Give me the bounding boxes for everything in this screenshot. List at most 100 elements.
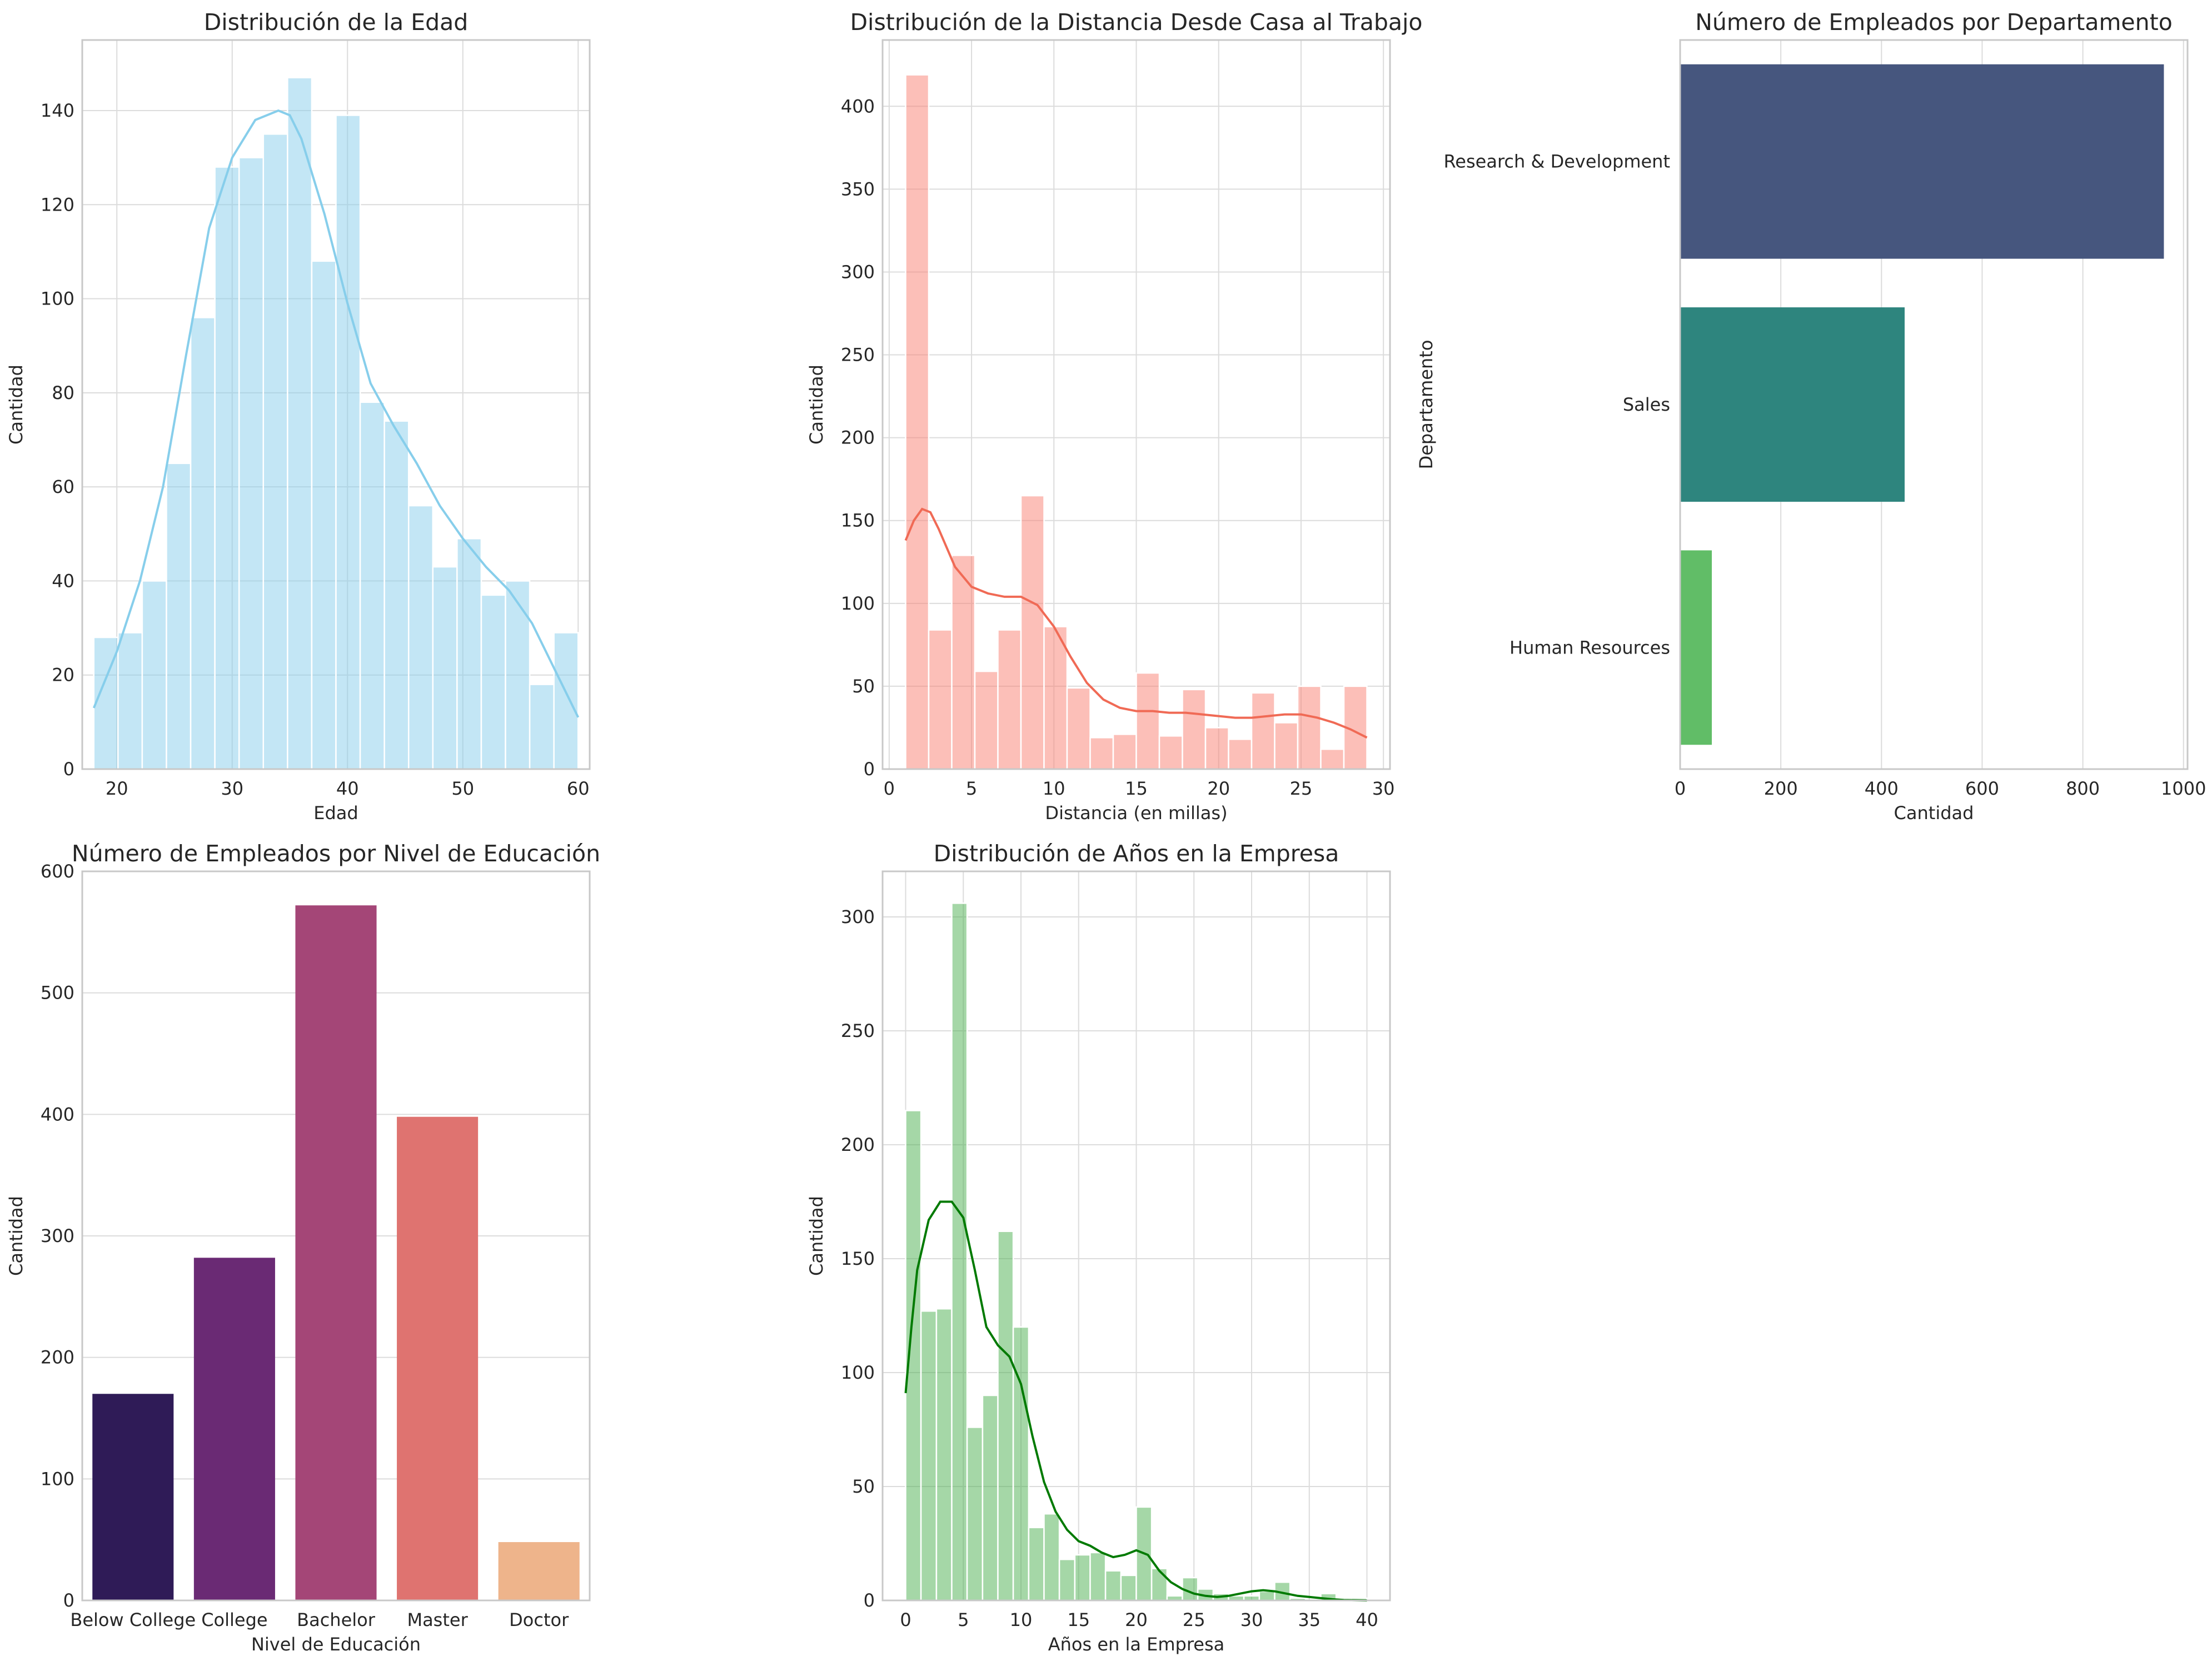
histogram-bar (982, 1394, 999, 1602)
plot-frame (81, 870, 591, 1602)
y-tick-label: Human Resources (1509, 637, 1670, 658)
x-axis-label: Años en la Empresa (1048, 1634, 1225, 1655)
histogram-bar (238, 157, 265, 770)
histogram-bar (407, 505, 434, 770)
x-tick-label: 30 (1240, 1609, 1263, 1630)
x-axis-label: Cantidad (1894, 802, 1974, 824)
bar (92, 1394, 174, 1600)
x-tick-label: Below College (70, 1609, 196, 1630)
histogram-bar (1228, 739, 1253, 770)
x-tick-label: 25 (1183, 1609, 1205, 1630)
y-tick-label: 500 (41, 982, 74, 1004)
histogram-bar (287, 77, 313, 770)
histogram-bar (1274, 1581, 1291, 1602)
x-tick-label: 800 (2066, 778, 2100, 799)
histogram-bar (1089, 1552, 1107, 1602)
y-tick-label: 60 (52, 476, 74, 497)
x-tick-label: 0 (1675, 778, 1686, 799)
histogram-bar (480, 594, 506, 770)
kde-line (92, 109, 580, 718)
histogram-bar (1158, 735, 1183, 770)
x-tick-label: 15 (1067, 1609, 1090, 1630)
chart-title: Distribución de la Distancia Desde Casa … (850, 9, 1422, 36)
chart-panel-2: Research & Development Sales Human Resourc… (1416, 9, 2206, 824)
x-tick-label: 30 (221, 778, 243, 799)
y-tick-label: 0 (864, 759, 875, 780)
histogram-bar (1104, 1570, 1122, 1602)
histogram-bar (1150, 1568, 1168, 1602)
y-tick-label: 50 (852, 676, 875, 697)
x-tick-label: 50 (451, 778, 474, 799)
y-tick-label: 100 (841, 1362, 875, 1383)
histogram-bar (1028, 1527, 1045, 1602)
y-tick-label: 250 (841, 1020, 875, 1041)
chart-panel-4: 0 5 10 15 20 25 30 35 40 0 50 100 150 200 250 300 Distri… (806, 840, 1391, 1655)
y-tick-label: 300 (841, 261, 875, 282)
y-tick-label: 300 (41, 1225, 74, 1246)
histogram-bar (974, 670, 999, 770)
x-tick-label: 20 (1125, 1609, 1148, 1630)
x-tick-label: 400 (1865, 778, 1899, 799)
bar (193, 1258, 275, 1600)
histogram-bar (335, 114, 361, 770)
histogram-bar (166, 462, 192, 770)
y-tick-label: 400 (41, 1104, 74, 1125)
y-tick-label: 0 (63, 759, 74, 780)
x-tick-label: 20 (1207, 778, 1230, 799)
y-tick-label: 150 (841, 510, 875, 531)
y-tick-label: 250 (841, 345, 875, 366)
y-axis-label: Cantidad (6, 365, 27, 445)
histogram-bar (141, 580, 167, 770)
y-tick-label: 200 (841, 1134, 875, 1155)
bar (1680, 64, 2164, 259)
y-axis-label: Cantidad (806, 365, 827, 445)
histogram-bar (117, 632, 143, 770)
x-tick-label: 0 (884, 778, 895, 799)
bar (397, 1116, 479, 1600)
chart-title: Número de Empleados por Departamento (1695, 9, 2173, 36)
histogram-bar (359, 401, 385, 770)
x-tick-label: 15 (1125, 778, 1148, 799)
x-tick-label: 30 (1372, 778, 1395, 799)
chart-panel-1: 0 5 10 15 20 25 30050100150200250300350400Dist… (806, 9, 1423, 824)
kde-line (904, 507, 1368, 739)
histogram-bar (1258, 1590, 1276, 1602)
y-tick-label: 100 (41, 1468, 74, 1489)
x-tick-label: 5 (966, 778, 977, 799)
histogram-bar (529, 684, 555, 770)
histogram-bar (1089, 737, 1114, 770)
bar (295, 905, 377, 1600)
x-tick-label: 600 (1965, 778, 1999, 799)
y-tick-label: Sales (1623, 394, 1670, 415)
histogram-bar (311, 260, 337, 770)
histogram-bar (262, 133, 288, 770)
x-tick-label: 20 (106, 778, 128, 799)
kde-line (904, 1200, 1367, 1602)
histogram-bar (1112, 734, 1137, 770)
histogram-bar (997, 629, 1022, 770)
histogram-bar (190, 317, 216, 770)
x-tick-label: Master (407, 1609, 468, 1630)
y-tick-label: 50 (852, 1476, 875, 1497)
x-tick-label: 40 (1356, 1609, 1378, 1630)
histogram-bar (1058, 1558, 1076, 1602)
bar (1680, 550, 1712, 745)
bar (498, 1542, 580, 1600)
histogram-bar (1043, 626, 1068, 770)
histogram-bar (1120, 1574, 1137, 1602)
histogram-bar (920, 1310, 938, 1602)
plot-frame (81, 39, 591, 770)
histogram-bar (1012, 1326, 1030, 1602)
x-tick-label: 5 (958, 1609, 969, 1630)
chart-panel-0: 20 30 40 50 60 0 20 40 60 80 100 120 140 Distribución… (6, 9, 591, 824)
plot-frame (1679, 39, 2189, 770)
histogram-bar (505, 580, 531, 770)
histogram-bar (1020, 495, 1045, 770)
plot-frame (881, 39, 1391, 770)
x-tick-label: 10 (1043, 778, 1065, 799)
x-tick-label: 200 (1764, 778, 1798, 799)
chart-title: Distribución de Años en la Empresa (934, 840, 1339, 867)
histogram-bar (432, 566, 458, 770)
histogram-bar (1074, 1554, 1091, 1602)
